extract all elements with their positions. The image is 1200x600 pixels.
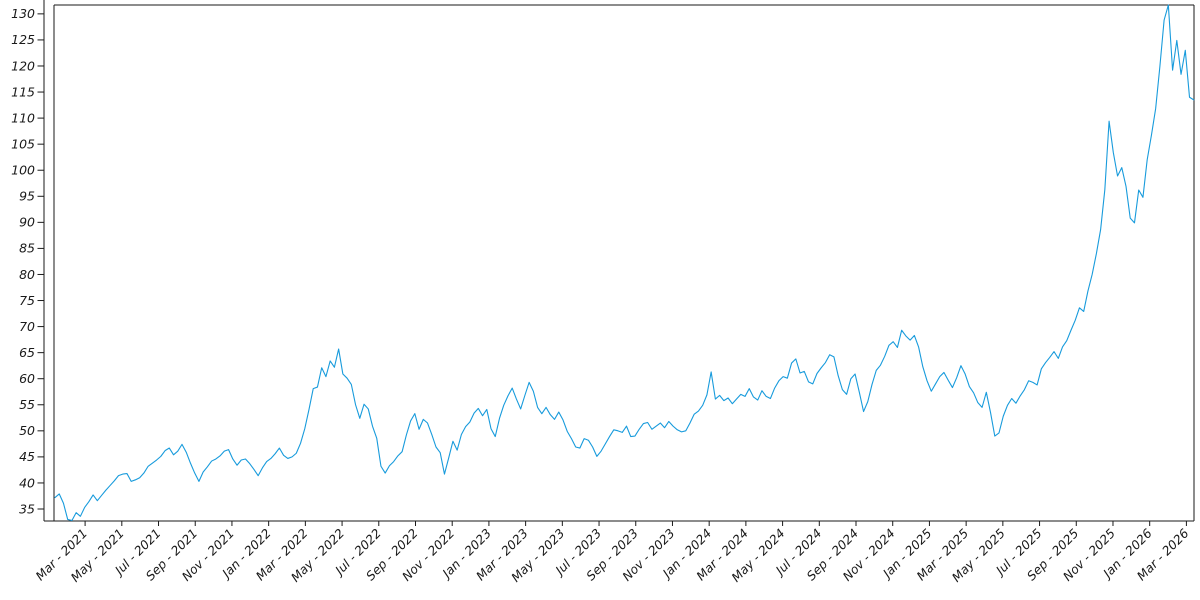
- y-axis-tick-label: 80: [19, 267, 35, 282]
- y-axis-ticks: 35 40 45 50 55 60 65 70 75 80 85 90 95 100 105 110 115 12…: [11, 6, 44, 516]
- y-axis-tick-label: 75: [19, 293, 35, 308]
- y-axis-tick-label: 100: [11, 163, 35, 178]
- axis-spine-lines: [43, 0, 1195, 522]
- axis-spines: [43, 0, 1195, 522]
- price-line-series: [54, 4, 1195, 522]
- y-axis-tick-label: 130: [11, 6, 35, 21]
- y-axis-tick-label: 110: [11, 110, 35, 125]
- y-axis-tick-label: 65: [19, 345, 35, 360]
- y-axis-tick-label: 105: [11, 136, 35, 151]
- y-axis-tick-label: 120: [11, 58, 35, 73]
- y-axis-tick-label: 40: [19, 475, 35, 490]
- y-axis-tick-label: 90: [19, 215, 35, 230]
- y-axis-tick-label: 50: [19, 423, 35, 438]
- y-axis-tick-label: 35: [19, 501, 35, 516]
- y-axis-tick-label: 45: [19, 449, 35, 464]
- y-axis-tick-label: 95: [19, 189, 35, 204]
- y-axis-tick-label: 125: [11, 32, 35, 47]
- y-axis-tick-label: 70: [19, 319, 35, 334]
- y-axis-tick-label: 55: [19, 397, 35, 412]
- data-series: [54, 4, 1195, 522]
- y-axis-tick-label: 115: [11, 84, 35, 99]
- y-axis-tick-label: 60: [19, 371, 35, 386]
- y-axis-tick-label: 85: [19, 241, 35, 256]
